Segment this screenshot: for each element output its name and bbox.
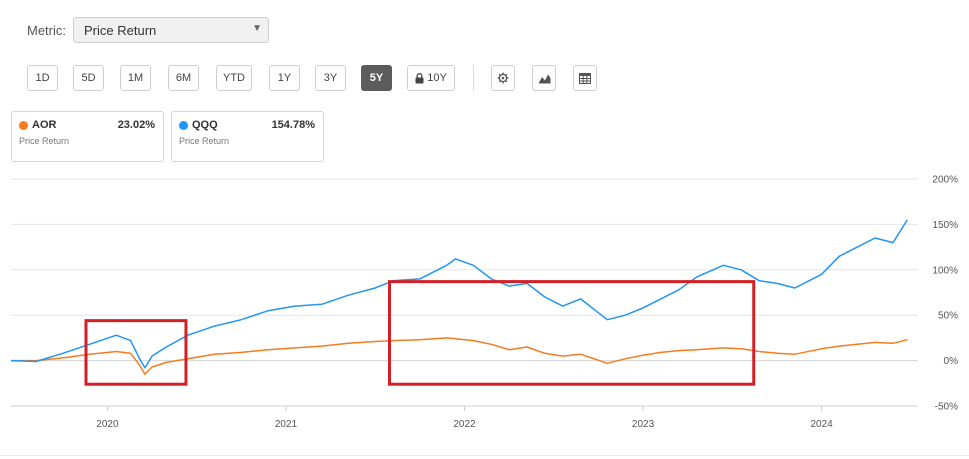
series-line-qqq [10, 219, 908, 369]
period-button-1m[interactable]: 1M [120, 65, 151, 91]
x-axis-ticks: 2020 2021 2022 2023 2024 [96, 406, 833, 430]
metric-select-value: Price Return [84, 22, 157, 38]
period-button-5d[interactable]: 5D [73, 65, 104, 91]
card-symbol: AOR [32, 119, 57, 131]
period-button-ytd[interactable]: YTD [216, 65, 252, 91]
period-label: 10Y [427, 72, 447, 84]
period-button-10y[interactable]: 10Y [407, 65, 455, 91]
x-tick-label: 2020 [96, 419, 119, 430]
legend-card-aor[interactable]: AOR 23.02% Price Return [11, 111, 164, 162]
lock-icon [415, 72, 424, 84]
x-tick-label: 2024 [810, 419, 833, 430]
period-button-6m[interactable]: 6M [168, 65, 199, 91]
period-label: 3Y [323, 72, 338, 84]
period-button-1y[interactable]: 1Y [269, 65, 300, 91]
period-label: 1D [35, 72, 50, 84]
y-tick-label: 100% [932, 265, 958, 276]
series-color-dot [19, 121, 28, 130]
highlight-box [84, 319, 188, 386]
gear-icon [497, 72, 509, 84]
x-tick-label: 2023 [632, 419, 655, 430]
toolbar-divider [473, 65, 474, 91]
bottom-divider [0, 455, 969, 456]
series-color-dot [179, 121, 188, 130]
annotation-layer [84, 280, 756, 386]
legend-card-qqq[interactable]: QQQ 154.78% Price Return [171, 111, 324, 162]
highlight-box [388, 280, 756, 386]
period-label: 6M [175, 72, 192, 84]
period-label: 5D [81, 72, 96, 84]
mountain-chart-icon [538, 73, 551, 84]
y-tick-label: -50% [935, 402, 958, 413]
series-line-aor [11, 337, 908, 375]
series-layer [10, 219, 908, 375]
metric-row: Metric: Price Return ▼ [27, 17, 269, 43]
y-axis-ticks: 200% 150% 100% 50% 0% -50% [932, 175, 958, 413]
y-tick-label: 200% [932, 175, 958, 186]
chart-type-button[interactable] [532, 65, 556, 91]
card-value: 154.78% [271, 119, 315, 131]
table-view-button[interactable] [573, 65, 597, 91]
x-tick-label: 2022 [453, 419, 476, 430]
y-tick-label: 150% [932, 220, 958, 231]
chevron-down-icon: ▼ [252, 23, 262, 34]
card-value: 23.02% [117, 119, 155, 131]
card-metric: Price Return [179, 136, 230, 146]
y-tick-label: 0% [944, 356, 959, 367]
table-icon [579, 72, 591, 84]
settings-button[interactable] [491, 65, 515, 91]
y-tick-label: 50% [938, 311, 958, 322]
card-metric: Price Return [19, 136, 70, 146]
metric-select[interactable]: Price Return ▼ [73, 17, 269, 43]
period-button-3y[interactable]: 3Y [315, 65, 346, 91]
x-tick-label: 2021 [275, 419, 298, 430]
period-button-1d[interactable]: 1D [27, 65, 58, 91]
card-symbol: QQQ [192, 119, 218, 131]
period-label: 1M [127, 72, 144, 84]
period-label: 5Y [369, 72, 384, 84]
period-button-5y[interactable]: 5Y [361, 65, 392, 91]
metric-label: Metric: [27, 22, 66, 38]
period-label: YTD [223, 72, 245, 84]
period-label: 1Y [277, 72, 292, 84]
